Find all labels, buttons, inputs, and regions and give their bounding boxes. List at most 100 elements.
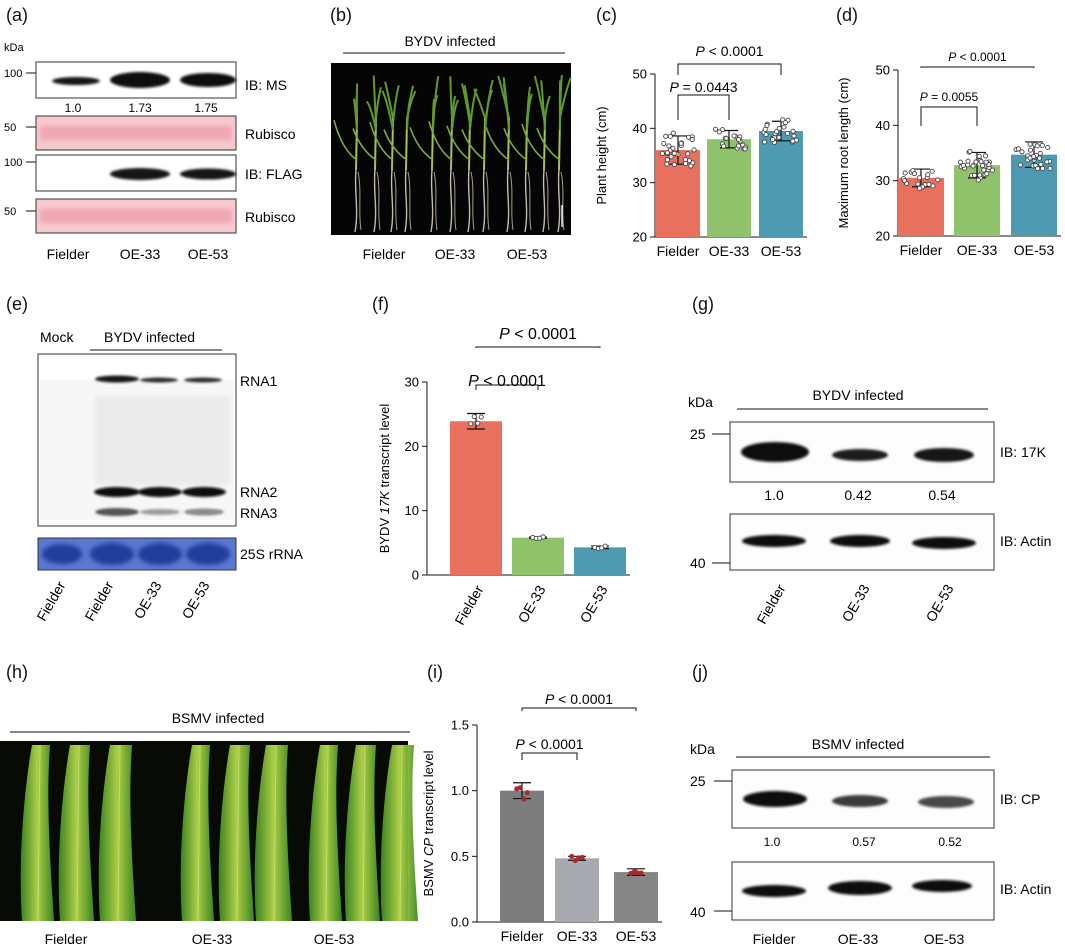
panel-j-title: BSMV infected bbox=[812, 736, 905, 752]
replicate-point bbox=[1017, 162, 1023, 168]
replicate-point bbox=[930, 183, 936, 189]
actin-band-j-oe33 bbox=[828, 881, 892, 895]
marker-100-a1: 100 bbox=[4, 68, 22, 80]
category-label: OE-53 bbox=[577, 582, 611, 625]
y-tick-label: 50 bbox=[633, 67, 647, 82]
y-axis-label: Maximum root length (cm) bbox=[836, 78, 851, 229]
replicate-point bbox=[521, 796, 527, 802]
replicate-point bbox=[790, 138, 796, 144]
17k-band-fielder bbox=[741, 442, 809, 462]
y-tick-label: 40 bbox=[876, 118, 890, 133]
replicate-point bbox=[976, 153, 982, 159]
ib-actin-label-g: IB: Actin bbox=[1000, 533, 1051, 549]
panel-h-title: BSMV infected bbox=[172, 710, 265, 726]
actin-band-g-fielder bbox=[742, 535, 806, 547]
replicate-point bbox=[572, 858, 578, 864]
panel-a-blots: kDa 100 50 100 50 IB: MS 1.0 1.73 1.75 R… bbox=[4, 42, 303, 262]
replicate-point bbox=[678, 140, 684, 146]
replicate-point bbox=[776, 125, 782, 131]
panel-label-h: (h) bbox=[6, 662, 28, 682]
mock-label: Mock bbox=[40, 329, 74, 345]
lane-label-h-fielder: Fielder bbox=[45, 931, 88, 947]
replicate-point bbox=[721, 143, 727, 149]
y-tick-label: 20 bbox=[405, 439, 419, 454]
panel-label-i: (i) bbox=[427, 662, 443, 682]
panel-h-leaves: BSMV infected Fielder OE-33 OE-53 bbox=[0, 710, 418, 947]
y-tick-label: 40 bbox=[633, 121, 647, 136]
lane-label-g-oe53: OE-53 bbox=[923, 581, 957, 624]
y-axis-label: BYDV 17K transcript level bbox=[377, 404, 392, 554]
replicate-point bbox=[569, 853, 575, 859]
replicate-point bbox=[1034, 143, 1040, 149]
lane-label-e-mock-fielder: Fielder bbox=[33, 578, 68, 623]
replicate-point bbox=[790, 128, 796, 134]
replicate-point bbox=[666, 143, 672, 149]
replicate-point bbox=[602, 543, 608, 549]
lane-label-j-oe33: OE-33 bbox=[838, 931, 879, 947]
panel-g-title: BYDV infected bbox=[812, 387, 903, 403]
chart-bsmv-cp: 0.0 0.5 1.0 1.5 BSMV CP transcript level Fiel… bbox=[421, 691, 662, 944]
actin-band-j-fielder bbox=[742, 885, 806, 897]
panel-label-d: (d) bbox=[836, 5, 858, 25]
replicate-point bbox=[957, 159, 964, 165]
replicate-point bbox=[735, 136, 742, 143]
chart-root-length: 20 30 40 50 Maximum root length (cm) Fielder O… bbox=[836, 50, 1061, 258]
replicate-point bbox=[762, 126, 768, 132]
rna3-label: RNA3 bbox=[240, 505, 278, 521]
replicate-point bbox=[524, 790, 530, 796]
replicate-point bbox=[471, 414, 477, 420]
replicate-point bbox=[517, 785, 523, 791]
rna1-label: RNA1 bbox=[240, 373, 278, 389]
replicate-point bbox=[776, 134, 782, 140]
replicate-point bbox=[664, 150, 670, 156]
p-value-label: P < 0.0001 bbox=[545, 691, 613, 707]
bar-oe-53 bbox=[614, 872, 658, 922]
replicate-point bbox=[926, 181, 932, 187]
replicate-point bbox=[929, 168, 935, 174]
replicate-point bbox=[664, 161, 670, 167]
replicate-point bbox=[915, 181, 921, 187]
replicate-point bbox=[468, 421, 474, 427]
bar-fielder bbox=[450, 421, 502, 575]
significance-bracket bbox=[920, 106, 978, 126]
panel-label-f: (f) bbox=[372, 294, 389, 314]
replicate-point bbox=[475, 420, 481, 426]
lane-label-h-oe53: OE-53 bbox=[314, 931, 355, 947]
kda-label-a: kDa bbox=[4, 42, 24, 54]
replicate-point bbox=[983, 159, 989, 165]
significance-bracket bbox=[677, 63, 782, 75]
cp-band-fielder bbox=[743, 791, 807, 807]
ib-flag-label: IB: FLAG bbox=[245, 166, 303, 182]
replicate-point bbox=[638, 870, 644, 876]
replicate-point bbox=[1027, 141, 1033, 147]
replicate-point bbox=[579, 854, 585, 861]
y-axis-label: BSMV CP transcript level bbox=[421, 750, 436, 896]
rna2-band-oe53 bbox=[182, 487, 226, 497]
replicate-point bbox=[1015, 146, 1021, 152]
cp-ratio-oe53: 0.52 bbox=[938, 835, 962, 849]
lane-label-b-oe53: OE-53 bbox=[507, 246, 548, 262]
replicate-point bbox=[791, 133, 797, 139]
replicate-point bbox=[782, 120, 788, 126]
bar-oe-53 bbox=[759, 131, 803, 237]
replicate-point bbox=[981, 167, 987, 173]
category-label: OE-33 bbox=[709, 243, 750, 259]
bar-oe-33 bbox=[555, 858, 599, 922]
panel-e-northern: Mock BYDV infected RNA1 RNA2 RNA3 25S rR… bbox=[33, 329, 303, 624]
p-value-label: P < 0.0001 bbox=[468, 373, 546, 390]
replicate-point bbox=[975, 177, 981, 183]
replicate-point bbox=[1019, 149, 1025, 155]
category-label: Fielder bbox=[451, 582, 486, 627]
rrna-label: 25S rRNA bbox=[240, 546, 304, 562]
ib-actin-label-j: IB: Actin bbox=[1000, 881, 1051, 897]
category-label: Fielder bbox=[657, 243, 700, 259]
y-tick-label: 30 bbox=[876, 173, 890, 188]
replicate-point bbox=[713, 126, 719, 132]
panel-b-plants: BYDV infected Fielder OE-33 OE-53 bbox=[331, 33, 572, 262]
lane-label-e-oe53: OE-53 bbox=[179, 578, 213, 621]
panel-b-title: BYDV infected bbox=[404, 33, 495, 49]
replicate-point bbox=[723, 135, 729, 141]
rna3-band-oe33 bbox=[140, 509, 180, 515]
replicate-point bbox=[686, 158, 692, 164]
replicate-point bbox=[685, 151, 691, 157]
